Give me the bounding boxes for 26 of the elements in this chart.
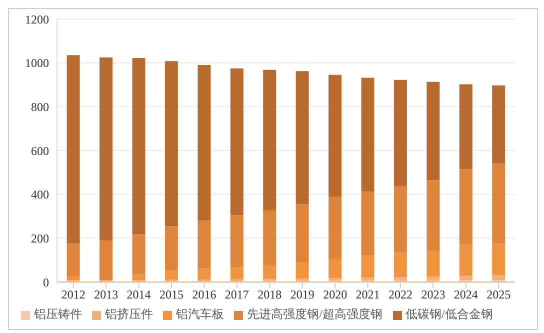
y-tick-label: 800 <box>31 100 49 114</box>
y-tick-label: 1000 <box>25 56 49 70</box>
legend-label: 铝汽车板 <box>176 307 224 321</box>
x-tick-label: 2016 <box>192 288 216 302</box>
legend-label: 铝压铸件 <box>34 307 82 321</box>
x-tick-label: 2020 <box>323 288 348 302</box>
y-tick-label: 600 <box>31 144 49 158</box>
x-tick-label: 2024 <box>454 288 478 302</box>
x-tick-label: 2012 <box>61 288 86 302</box>
x-tick-label: 2015 <box>160 288 184 302</box>
y-tick-label: 400 <box>31 188 49 202</box>
x-tick-label: 2023 <box>421 288 446 302</box>
legend-label: 低碳钢/低合金钢 <box>406 307 493 321</box>
x-tick-label: 2025 <box>486 288 511 302</box>
x-tick-label: 2014 <box>126 288 151 302</box>
y-tick-label: 200 <box>31 231 49 246</box>
x-tick-label: 2017 <box>224 288 249 302</box>
x-tick-label: 2018 <box>258 288 282 302</box>
legend-label: 先进高强度钢/超高强度钢 <box>247 307 382 321</box>
x-tick-label: 2013 <box>94 288 118 302</box>
x-tick-label: 2021 <box>356 288 380 302</box>
y-tick-label: 1200 <box>25 12 49 26</box>
y-tick-label: 0 <box>43 275 49 290</box>
x-tick-label: 2019 <box>290 288 314 302</box>
x-tick-label: 2022 <box>388 288 412 302</box>
legend-label: 铝挤压件 <box>105 307 154 321</box>
